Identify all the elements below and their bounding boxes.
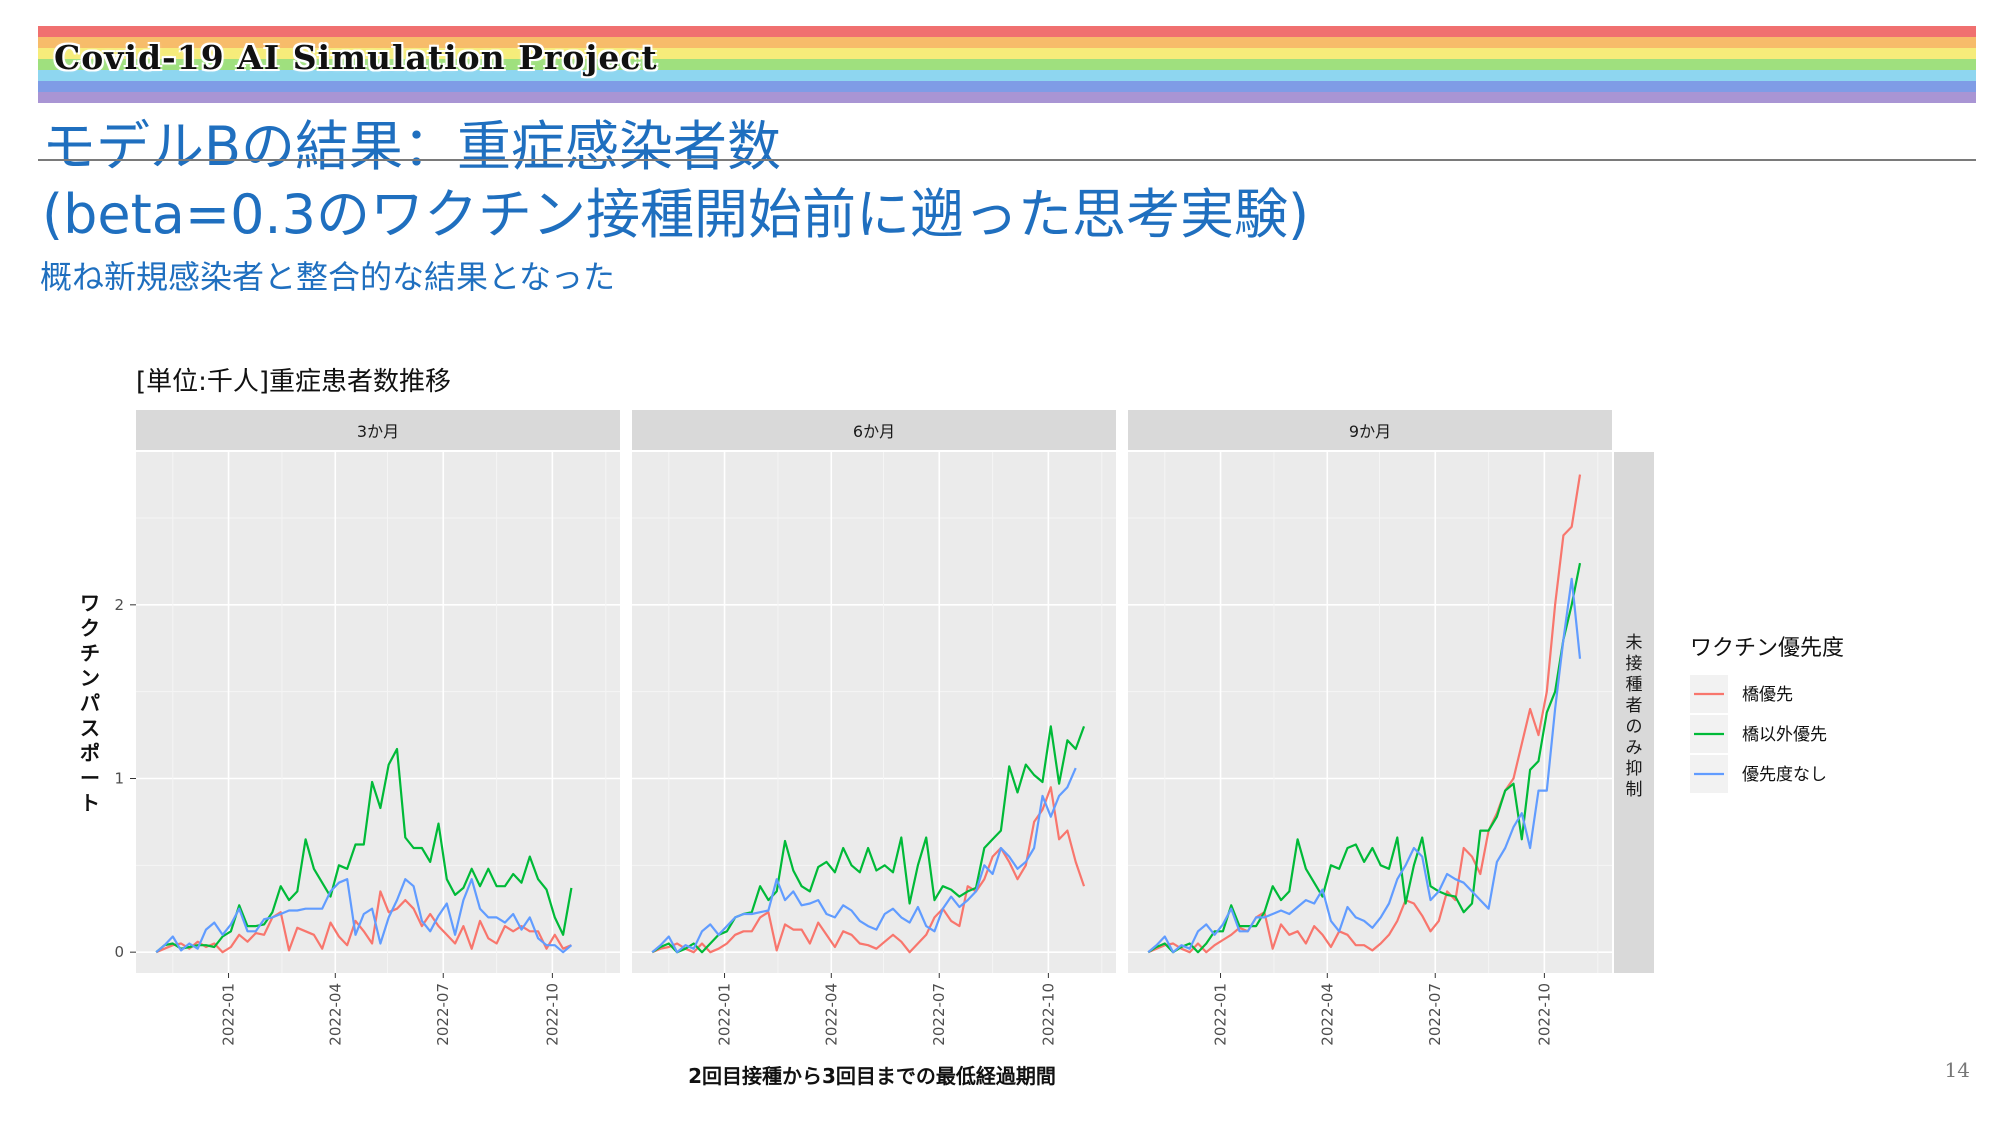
row-strip-char: 抑 xyxy=(1626,759,1643,779)
project-banner-text: Covid-19 AI Simulation Project xyxy=(54,38,658,77)
chart-title: [単位:千人]重症患者数推移 xyxy=(136,367,451,397)
row-strip-char: 接 xyxy=(1626,654,1643,674)
facet-label: 6か月 xyxy=(853,422,895,441)
series-line xyxy=(651,767,1077,954)
x-tick-label: 2022-04 xyxy=(1318,983,1336,1046)
row-strip-char: 制 xyxy=(1626,780,1643,800)
series-line xyxy=(1147,577,1582,954)
slide-title-line1: モデルBの結果：重症感染者数 xyxy=(42,115,782,178)
rainbow-stripe xyxy=(38,59,1976,70)
row-strip-char: 未 xyxy=(1626,633,1643,653)
legend-label: 優先度なし xyxy=(1742,765,1827,785)
row-strip-char: み xyxy=(1626,738,1643,758)
y-axis-title-char: ス xyxy=(80,716,100,740)
x-tick-label: 2022-07 xyxy=(1426,983,1444,1046)
rainbow-banner xyxy=(38,26,1976,103)
y-tick-label: 0 xyxy=(114,943,124,961)
x-tick-label: 2022-01 xyxy=(1212,983,1230,1046)
x-axis-title: 2回目接種から3回目までの最低経過期間 xyxy=(688,1064,1056,1088)
x-tick-label: 2022-04 xyxy=(326,983,344,1046)
legend-label: 橋優先 xyxy=(1742,685,1793,705)
y-axis-title-char: パ xyxy=(80,691,100,715)
y-axis-title-char: チ xyxy=(80,641,100,665)
row-strip-char: 者 xyxy=(1626,696,1643,716)
x-tick-label: 2022-07 xyxy=(930,983,948,1046)
row-strip-char: の xyxy=(1626,717,1643,737)
rainbow-stripe xyxy=(38,48,1976,59)
facet-label: 3か月 xyxy=(357,422,399,441)
x-tick-label: 2022-07 xyxy=(434,983,452,1046)
series-line xyxy=(155,747,573,954)
rainbow-stripe xyxy=(38,26,1976,37)
x-tick-label: 2022-10 xyxy=(1535,983,1553,1046)
slide-title-line2: (beta=0.3のワクチン接種開始前に遡った思考実験) xyxy=(42,183,1310,246)
y-axis-title-char: ト xyxy=(80,791,100,815)
legend-label: 橋以外優先 xyxy=(1742,725,1827,745)
title-underline xyxy=(38,159,1976,161)
series-line xyxy=(155,878,573,954)
y-axis-title-char: ー xyxy=(80,766,100,790)
x-tick-label: 2022-10 xyxy=(543,983,561,1046)
facet-strip xyxy=(1128,410,1612,450)
facet-label: 9か月 xyxy=(1349,422,1391,441)
y-tick-label: 1 xyxy=(114,769,124,787)
series-line xyxy=(651,786,1086,954)
panel-background xyxy=(1128,452,1612,973)
series-line xyxy=(651,725,1086,954)
panel-background xyxy=(632,452,1116,973)
slide-subtitle: 概ね新規感染者と整合的な結果となった xyxy=(40,258,616,296)
rainbow-stripe xyxy=(38,70,1976,81)
rainbow-stripe xyxy=(38,92,1976,103)
page-number: 14 xyxy=(1944,1058,1970,1082)
y-axis-title-char: ク xyxy=(80,616,100,640)
y-axis-title-char: ポ xyxy=(80,741,100,765)
row-strip xyxy=(1614,452,1654,973)
series-line xyxy=(155,890,572,954)
panel-background xyxy=(136,452,620,973)
series-line xyxy=(1147,562,1582,954)
series-line xyxy=(1147,474,1582,954)
y-axis-title-char: ワ xyxy=(80,591,100,615)
legend-title: ワクチン優先度 xyxy=(1690,636,1844,661)
x-tick-label: 2022-04 xyxy=(822,983,840,1046)
facet-strip xyxy=(136,410,620,450)
x-tick-label: 2022-01 xyxy=(716,983,734,1046)
y-axis-title-char: ン xyxy=(80,666,100,690)
rainbow-stripe xyxy=(38,37,1976,48)
facet-strip xyxy=(632,410,1116,450)
x-tick-label: 2022-10 xyxy=(1039,983,1057,1046)
rainbow-stripe xyxy=(38,81,1976,92)
y-tick-label: 2 xyxy=(114,596,124,614)
x-tick-label: 2022-01 xyxy=(220,983,238,1046)
row-strip-char: 種 xyxy=(1626,675,1643,695)
